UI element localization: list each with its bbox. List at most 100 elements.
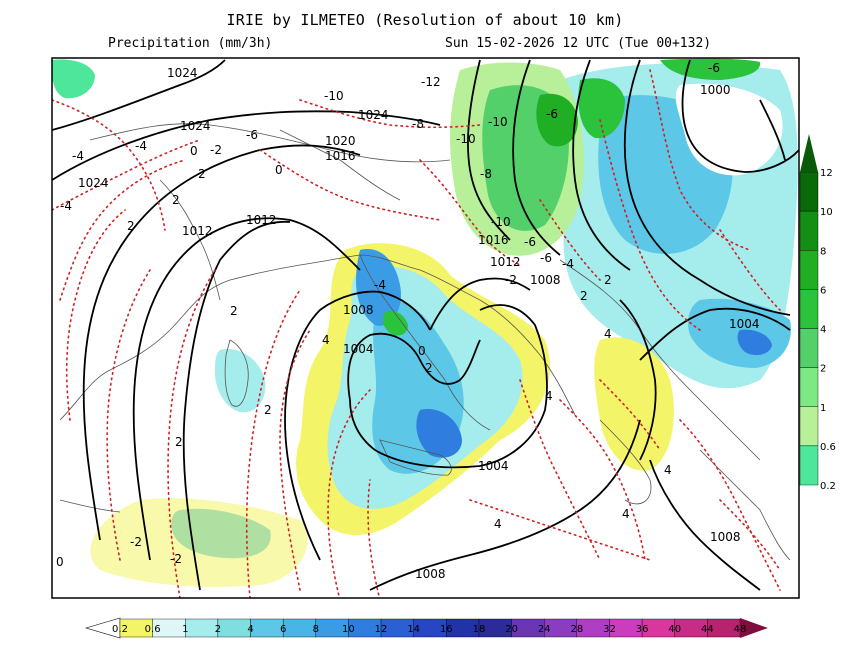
isotherms bbox=[52, 69, 781, 598]
isotherm-label: -6 bbox=[524, 235, 536, 249]
isotherm-label: -6 bbox=[708, 61, 720, 75]
pressure-legend-swatch bbox=[799, 445, 819, 486]
pressure-legend-swatch bbox=[799, 289, 819, 329]
precip-legend-tick: 6 bbox=[280, 624, 286, 635]
pressure-legend-swatch bbox=[799, 210, 819, 251]
isotherm-label: -2 bbox=[505, 273, 517, 287]
isobar-label: 1008 bbox=[530, 273, 561, 287]
isotherm-label: 2 bbox=[127, 219, 135, 233]
map-frame bbox=[51, 57, 800, 599]
precip-legend-ticks: 0.2 0.6 1 2 4 6 8 10 12 14 16 18 20 24 28 32 36 40 44 48 bbox=[112, 624, 746, 635]
precip-legend-tick: 24 bbox=[538, 624, 551, 635]
pressure-legend-swatch bbox=[799, 367, 819, 407]
isotherm-label: -4 bbox=[374, 278, 386, 292]
isotherm-label: -4 bbox=[562, 257, 574, 271]
isobars bbox=[52, 59, 799, 591]
precip-zone-green-small bbox=[382, 310, 408, 336]
isobar-label: 1016 bbox=[478, 233, 509, 247]
pressure-legend-swatch bbox=[799, 171, 819, 212]
precip-legend-tick: 44 bbox=[701, 624, 714, 635]
isotherm-label: 4 bbox=[322, 333, 330, 347]
isotherm-label: -2 bbox=[210, 143, 222, 157]
pressure-legend-tick: 1 bbox=[820, 403, 826, 414]
pressure-legend-ticks: 12 10 8 6 4 2 1 0.6 0.2 bbox=[820, 168, 836, 492]
precip-zone-east-blue bbox=[737, 329, 772, 356]
pressure-legend: 12 10 8 6 4 2 1 0.6 0.2 bbox=[799, 134, 836, 492]
isotherm-label: -10 bbox=[456, 132, 476, 146]
dry-zone-northeast bbox=[675, 83, 783, 176]
isotherm-label: -4 bbox=[60, 199, 72, 213]
run-datetime: Sun 15-02-2026 12 UTC (Tue 00+132) bbox=[445, 36, 712, 51]
isotherm-label: 4 bbox=[622, 507, 630, 521]
isobar-label: 1004 bbox=[343, 342, 374, 356]
isotherm-label: -10 bbox=[488, 115, 508, 129]
isotherm-label: 2 bbox=[230, 304, 238, 318]
precip-legend-tick: 36 bbox=[636, 624, 649, 635]
pressure-zone-nw bbox=[52, 59, 95, 99]
precip-legend-tick: 2 bbox=[215, 624, 221, 635]
pressure-legend-tick: 12 bbox=[820, 168, 833, 179]
pressure-legend-tick: 0.6 bbox=[820, 442, 836, 453]
map-content: 1024 1024 1024 1024 1020 1016 1016 1012 … bbox=[52, 58, 799, 598]
precip-legend-tick: 32 bbox=[603, 624, 616, 635]
variable-label: Precipitation (mm/3h) bbox=[108, 36, 273, 51]
isobar-label: 1004 bbox=[729, 317, 760, 331]
precip-legend-tick: 0.6 bbox=[145, 624, 161, 635]
isotherm-label: 0 bbox=[275, 163, 283, 177]
pressure-legend-arrow bbox=[800, 134, 818, 172]
isotherm-label: -4 bbox=[135, 139, 147, 153]
isotherm-label: -10 bbox=[491, 215, 511, 229]
isotherm-label: -4 bbox=[72, 149, 84, 163]
isobar-label: 1016 bbox=[325, 149, 356, 163]
precip-legend-tick: 16 bbox=[440, 624, 453, 635]
pressure-legend-bar bbox=[799, 171, 819, 486]
pressure-legend-tick: 2 bbox=[820, 364, 826, 375]
precip-legend-tick: 0.2 bbox=[112, 624, 128, 635]
isotherm-label: -6 bbox=[246, 128, 258, 142]
pressure-legend-tick: 8 bbox=[820, 246, 826, 257]
isotherm-label: -6 bbox=[546, 107, 558, 121]
isobar-label: 1012 bbox=[490, 255, 521, 269]
pressure-legend-tick: 6 bbox=[820, 285, 826, 296]
isobar-labels: 1024 1024 1024 1024 1020 1016 1016 1012 … bbox=[78, 66, 760, 581]
isobar-label: 1008 bbox=[415, 567, 446, 581]
isotherm-label: 4 bbox=[494, 517, 502, 531]
isotherm-label: 4 bbox=[604, 327, 612, 341]
precip-legend-swatch bbox=[250, 618, 284, 638]
isobar-label: 1004 bbox=[478, 459, 509, 473]
precip-legend-swatch bbox=[282, 618, 316, 638]
isobar-label: 1008 bbox=[343, 303, 374, 317]
isotherm-label: 2 bbox=[580, 289, 588, 303]
precip-legend-tick: 18 bbox=[473, 624, 486, 635]
precip-legend-tick: 14 bbox=[407, 624, 420, 635]
isotherm-labels: -12 -10 -10 -10 -10 -8 -8 -6 -6 -6 -6 -6… bbox=[56, 61, 720, 569]
isobar-label: 1020 bbox=[325, 134, 356, 148]
precip-legend-tick: 40 bbox=[668, 624, 681, 635]
isobar-label: 1024 bbox=[180, 119, 211, 133]
isotherm-label: 4 bbox=[545, 389, 553, 403]
isotherm-label: 2 bbox=[175, 435, 183, 449]
pressure-legend-tick: 0.2 bbox=[820, 481, 836, 492]
isotherm-label: -12 bbox=[421, 75, 441, 89]
isotherm-label: 2 bbox=[604, 273, 612, 287]
isobar-label: 1000 bbox=[700, 83, 731, 97]
pressure-zone-darkgreen bbox=[536, 93, 578, 147]
isotherm-label: -2 bbox=[130, 535, 142, 549]
precip-legend-tick: 4 bbox=[247, 624, 253, 635]
precip-legend-tick: 1 bbox=[182, 624, 188, 635]
isotherm-label: -10 bbox=[324, 89, 344, 103]
precip-zone-southwest-yellow bbox=[90, 498, 308, 587]
pressure-legend-swatch bbox=[799, 250, 819, 290]
isobar-label: 1024 bbox=[78, 176, 109, 190]
precip-legend-tick: 10 bbox=[342, 624, 355, 635]
isotherm-label: 0 bbox=[418, 344, 426, 358]
isobar-label: 1024 bbox=[358, 108, 389, 122]
pressure-legend-swatch bbox=[799, 406, 819, 447]
pressure-zone-green-east bbox=[578, 78, 625, 139]
chart-title: IRIE by ILMETEO (Resolution of about 10 … bbox=[226, 11, 624, 29]
precip-legend-tick: 8 bbox=[313, 624, 319, 635]
pressure-legend-tick: 10 bbox=[820, 207, 833, 218]
pressure-legend-tick: 4 bbox=[820, 325, 826, 336]
isobar-label: 1012 bbox=[182, 224, 213, 238]
